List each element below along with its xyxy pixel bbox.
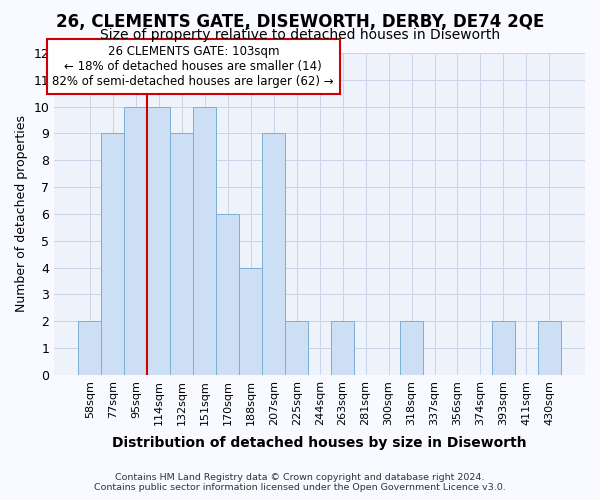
X-axis label: Distribution of detached houses by size in Diseworth: Distribution of detached houses by size … — [112, 436, 527, 450]
Text: Contains HM Land Registry data © Crown copyright and database right 2024.
Contai: Contains HM Land Registry data © Crown c… — [94, 473, 506, 492]
Bar — [239, 268, 262, 375]
Bar — [216, 214, 239, 375]
Text: 26 CLEMENTS GATE: 103sqm
← 18% of detached houses are smaller (14)
82% of semi-d: 26 CLEMENTS GATE: 103sqm ← 18% of detach… — [52, 45, 334, 88]
Bar — [101, 134, 124, 375]
Text: 26, CLEMENTS GATE, DISEWORTH, DERBY, DE74 2QE: 26, CLEMENTS GATE, DISEWORTH, DERBY, DE7… — [56, 12, 544, 30]
Bar — [170, 134, 193, 375]
Bar — [262, 134, 285, 375]
Bar — [400, 321, 423, 375]
Y-axis label: Number of detached properties: Number of detached properties — [15, 116, 28, 312]
Bar — [79, 321, 101, 375]
Bar — [331, 321, 354, 375]
Bar — [193, 106, 216, 375]
Bar — [538, 321, 561, 375]
Text: Size of property relative to detached houses in Diseworth: Size of property relative to detached ho… — [100, 28, 500, 42]
Bar — [148, 106, 170, 375]
Bar — [492, 321, 515, 375]
Bar — [124, 106, 148, 375]
Bar — [285, 321, 308, 375]
